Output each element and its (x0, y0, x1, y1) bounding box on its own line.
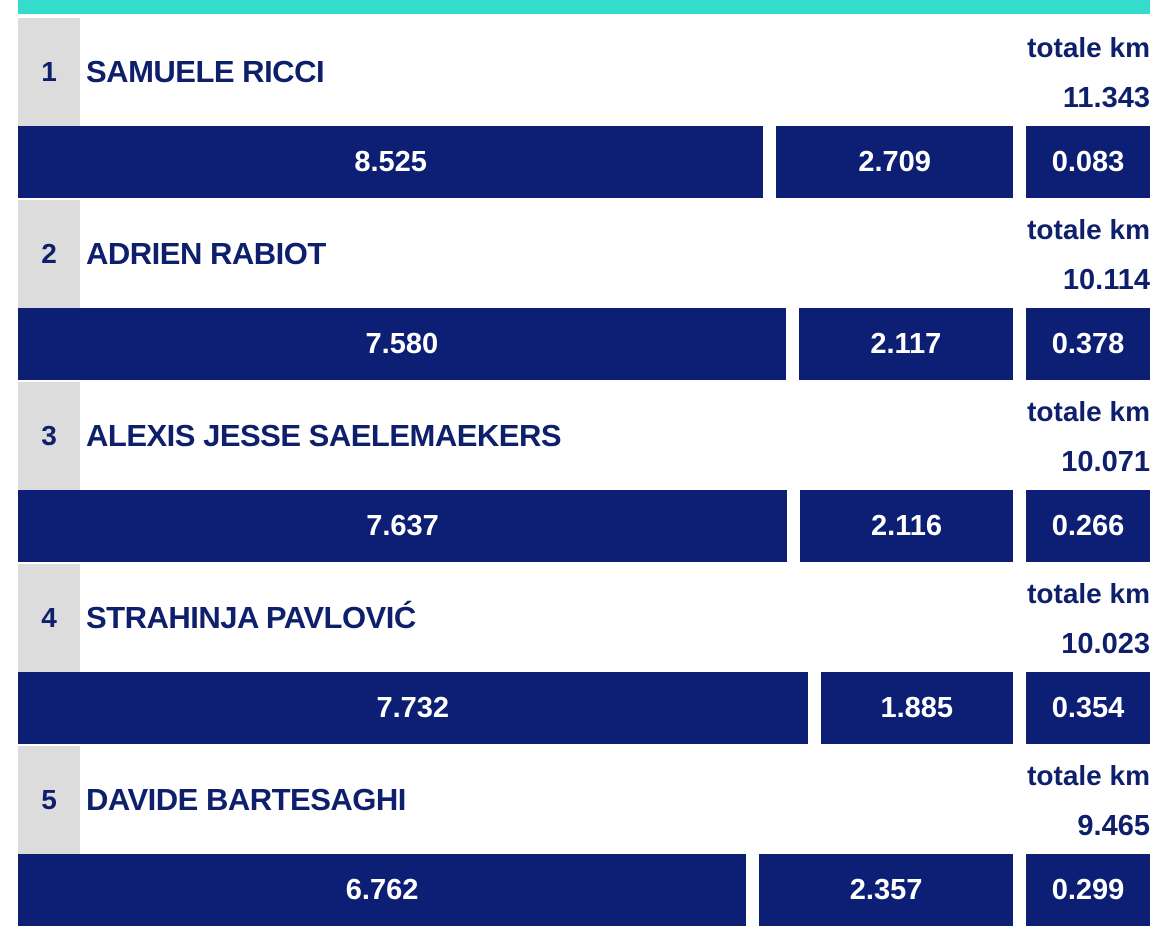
player-name: STRAHINJA PAVLOVIĆ (86, 600, 416, 635)
distance-segment: 2.357 (759, 854, 1013, 926)
total-label: totale km (1027, 760, 1150, 791)
distance-bar: 6.762 2.357 0.299 (18, 854, 1150, 926)
rank: 1 (18, 18, 80, 126)
ranking-row: 2 ADRIEN RABIOT totale km 10.114 7.580 2.117 0… (18, 200, 1150, 382)
distance-segment: 6.762 (18, 854, 747, 926)
row-header: 3 ALEXIS JESSE SAELEMAEKERS totale km 10.07… (18, 382, 1150, 490)
distance-segment: 0.266 (1026, 490, 1150, 562)
row-header: 5 DAVIDE BARTESAGHI totale km 9.465 (18, 746, 1150, 854)
row-header: 2 ADRIEN RABIOT totale km 10.114 (18, 200, 1150, 308)
distance-segment: 0.378 (1026, 308, 1150, 380)
distance-segment: 7.580 (18, 308, 786, 380)
row-header: 4 STRAHINJA PAVLOVIĆ totale km 10.023 (18, 564, 1150, 672)
rank: 4 (18, 564, 80, 672)
total-label: totale km (1027, 578, 1150, 609)
distance-segment: 2.116 (799, 490, 1013, 562)
top-bar (18, 0, 1150, 14)
total-label: totale km (1027, 214, 1150, 245)
rank: 3 (18, 382, 80, 490)
ranking-row: 1 SAMUELE RICCI totale km 11.343 8.525 2.709 0… (18, 18, 1150, 200)
distance-segment: 0.354 (1026, 672, 1150, 744)
rank: 2 (18, 200, 80, 308)
player-name: SAMUELE RICCI (86, 54, 325, 89)
total-value: 11.343 (1062, 82, 1150, 114)
total-label: totale km (1027, 396, 1150, 427)
player-name: DAVIDE BARTESAGHI (86, 782, 406, 817)
distance-segment: 8.525 (18, 126, 764, 198)
ranking-row: 4 STRAHINJA PAVLOVIĆ totale km 10.023 7.732 1… (18, 564, 1150, 746)
ranking-row: 3 ALEXIS JESSE SAELEMAEKERS totale km 10.07… (18, 382, 1150, 564)
distance-segment: 2.117 (798, 308, 1013, 380)
player-name: ALEXIS JESSE SAELEMAEKERS (86, 418, 562, 453)
distance-bar: 7.580 2.117 0.378 (18, 308, 1150, 380)
distance-bar: 7.732 1.885 0.354 (18, 672, 1150, 744)
distance-bar: 8.525 2.709 0.083 (18, 126, 1150, 198)
total-value: 10.114 (1062, 264, 1150, 296)
distance-segment: 2.709 (776, 126, 1013, 198)
distance-bar: 7.637 2.116 0.266 (18, 490, 1150, 562)
ranking-row: 5 DAVIDE BARTESAGHI totale km 9.465 6.762 2.3… (18, 746, 1150, 928)
distance-segment: 1.885 (820, 672, 1013, 744)
distance-segment: 0.299 (1026, 854, 1150, 926)
row-header: 1 SAMUELE RICCI totale km 11.343 (18, 18, 1150, 126)
total-label: totale km (1027, 32, 1150, 63)
distance-segment: 0.083 (1026, 126, 1150, 198)
total-value: 10.023 (1061, 628, 1150, 660)
distance-segment: 7.637 (18, 490, 787, 562)
distance-segment: 7.732 (18, 672, 808, 744)
total-value: 9.465 (1077, 810, 1150, 842)
total-value: 10.071 (1061, 446, 1150, 478)
rank: 5 (18, 746, 80, 854)
player-name: ADRIEN RABIOT (86, 236, 326, 271)
